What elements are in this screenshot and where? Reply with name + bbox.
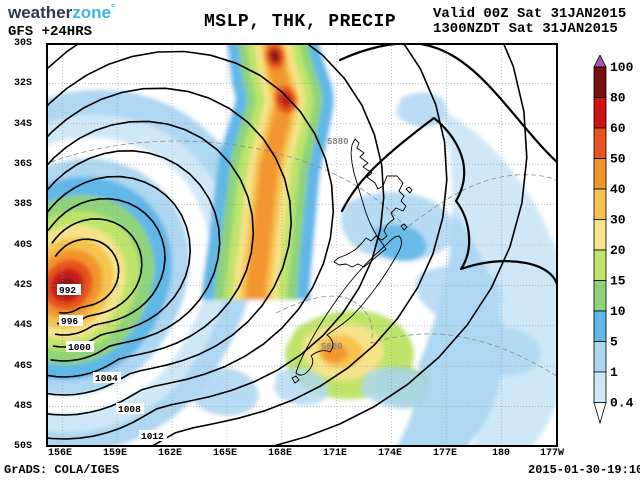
svg-text:5: 5: [610, 335, 618, 350]
svg-text:0.4: 0.4: [610, 396, 634, 411]
svg-text:80: 80: [610, 91, 626, 106]
svg-text:100: 100: [610, 60, 634, 75]
svg-text:1: 1: [610, 365, 618, 380]
svg-text:20: 20: [610, 243, 626, 258]
svg-text:50: 50: [610, 152, 626, 167]
svg-text:60: 60: [610, 121, 626, 136]
svg-text:10: 10: [610, 304, 626, 319]
svg-text:40: 40: [610, 182, 626, 197]
svg-text:30: 30: [610, 213, 626, 228]
svg-text:15: 15: [610, 274, 626, 289]
